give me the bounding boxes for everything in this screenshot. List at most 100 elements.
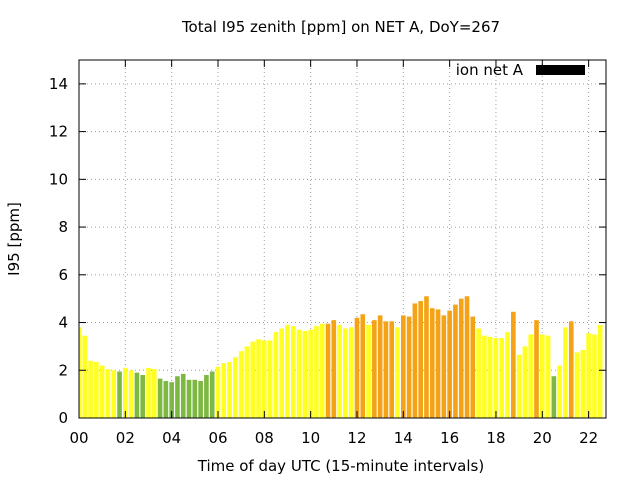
bar	[372, 320, 377, 418]
bar	[597, 324, 603, 418]
bar	[545, 335, 551, 418]
legend-swatch	[536, 65, 585, 75]
bar	[522, 346, 528, 418]
bar	[279, 328, 285, 418]
bar	[169, 382, 174, 418]
bar	[586, 333, 591, 418]
x-tick-label: 04	[162, 429, 181, 447]
bar	[441, 315, 447, 418]
y-tick-label: 2	[58, 361, 68, 379]
bar	[366, 324, 371, 418]
bar	[117, 371, 122, 418]
bar	[511, 311, 516, 418]
bar	[151, 369, 157, 418]
y-tick-label: 0	[58, 409, 68, 427]
bar	[389, 321, 395, 418]
bar	[233, 357, 238, 418]
bar	[412, 303, 418, 418]
bar	[383, 321, 389, 418]
y-tick-label: 4	[58, 314, 68, 332]
bar	[285, 324, 290, 418]
bar	[360, 314, 366, 418]
x-tick-label: 06	[208, 429, 227, 447]
bar	[319, 323, 325, 418]
bar	[273, 332, 279, 418]
bar	[128, 370, 134, 418]
bar	[406, 316, 412, 418]
bar	[476, 328, 481, 418]
x-tick-label: 02	[116, 429, 135, 447]
bar	[580, 349, 586, 418]
bar	[487, 336, 493, 418]
bar	[470, 316, 476, 418]
bar	[325, 323, 331, 418]
y-tick-label: 8	[58, 218, 68, 236]
bar	[418, 301, 423, 418]
bar	[453, 304, 458, 418]
bar	[308, 329, 313, 418]
bar	[140, 375, 146, 418]
bar	[348, 327, 354, 418]
bar	[180, 373, 186, 418]
bar	[592, 334, 597, 418]
bar	[79, 327, 82, 418]
bar	[204, 375, 209, 418]
bar	[290, 326, 296, 418]
bar	[111, 370, 117, 418]
x-tick-label: 20	[533, 429, 552, 447]
bar	[296, 329, 302, 418]
y-tick-label: 10	[49, 170, 68, 188]
bar	[163, 381, 169, 418]
bar	[458, 298, 464, 418]
legend-label: ion net A	[456, 61, 524, 79]
bar	[82, 335, 88, 418]
y-tick-label: 6	[58, 266, 68, 284]
bar	[528, 334, 534, 418]
bar	[157, 378, 163, 418]
chart-title: Total I95 zenith [ppm] on NET A, DoY=267	[181, 18, 500, 36]
bar	[238, 351, 244, 418]
bar	[435, 309, 441, 418]
x-tick-label: 14	[394, 429, 413, 447]
bar	[221, 363, 227, 418]
bar	[105, 369, 111, 418]
bar	[215, 366, 221, 418]
y-tick-label: 12	[49, 123, 68, 141]
x-tick-label: 08	[255, 429, 274, 447]
x-tick-label: 12	[347, 429, 366, 447]
y-tick-label: 14	[49, 75, 68, 93]
bar	[516, 354, 522, 418]
bar	[94, 361, 99, 418]
bar	[302, 330, 308, 418]
bar	[186, 379, 192, 418]
bar	[424, 296, 429, 418]
bar	[331, 320, 337, 418]
bar	[429, 308, 435, 418]
bar	[99, 365, 105, 418]
bar	[314, 326, 319, 418]
bar	[354, 317, 360, 418]
x-tick-label: 22	[579, 429, 598, 447]
bar	[482, 335, 487, 418]
bar	[539, 334, 545, 418]
x-tick-label: 18	[486, 429, 505, 447]
bar	[400, 315, 406, 418]
bar	[244, 346, 250, 418]
legend: ion net A	[456, 61, 585, 79]
bar	[337, 324, 342, 418]
bar	[574, 352, 580, 418]
bar	[534, 320, 539, 418]
plot-frame	[78, 59, 607, 419]
bar	[146, 367, 151, 418]
bar	[551, 376, 557, 418]
bar	[568, 321, 574, 418]
bar	[377, 315, 383, 418]
bar	[192, 379, 198, 418]
bar	[499, 338, 505, 418]
bar	[493, 338, 499, 418]
bar	[209, 371, 215, 418]
x-axis-label: Time of day UTC (15-minute intervals)	[197, 457, 484, 475]
bar	[123, 367, 128, 418]
